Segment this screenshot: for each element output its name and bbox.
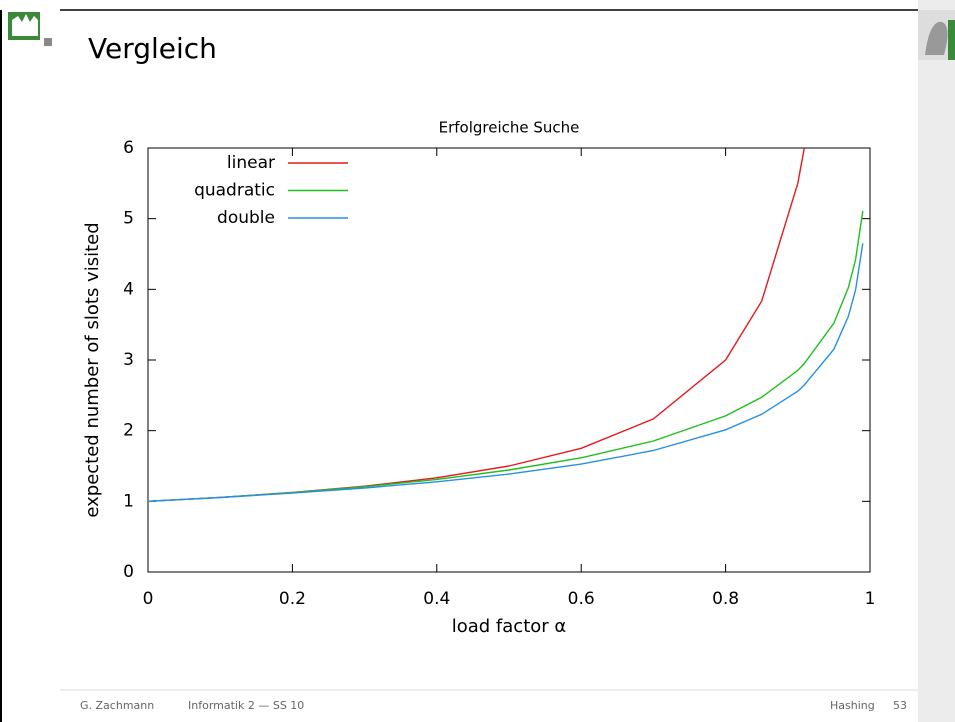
x-tick-label: 0.4	[423, 589, 450, 609]
y-tick-label: 6	[123, 138, 134, 158]
x-tick-label: 1	[865, 589, 876, 609]
legend-label: double	[217, 208, 275, 228]
y-tick-label: 0	[123, 562, 134, 582]
footer-author: G. Zachmann	[80, 699, 154, 712]
y-tick-label: 3	[123, 350, 134, 370]
slide: Vergleich Erfolgreiche Suche load factor…	[0, 0, 955, 722]
legend-label: quadratic	[194, 181, 275, 201]
logo	[8, 12, 52, 46]
x-tick-label: 0.2	[279, 589, 306, 609]
y-tick-label: 4	[123, 279, 134, 299]
y-axis-label: expected number of slots visited	[82, 222, 103, 517]
side-strip	[918, 0, 955, 722]
chart: Vergleich Erfolgreiche Suche load factor…	[0, 0, 955, 722]
statue-image	[918, 10, 955, 60]
x-axis-label: load factor α	[452, 616, 567, 637]
y-tick-label: 1	[123, 491, 134, 511]
x-tick-label: 0.6	[568, 589, 595, 609]
footer-page: 53	[893, 699, 907, 712]
data-line	[148, 211, 863, 501]
x-tick-label: 0	[143, 589, 154, 609]
footer-topic: Hashing	[830, 699, 875, 712]
data-line	[148, 243, 863, 501]
footer-course: Informatik 2 — SS 10	[188, 699, 304, 712]
chart-title: Erfolgreiche Suche	[439, 119, 580, 137]
x-tick-label: 0.8	[712, 589, 739, 609]
y-tick-label: 5	[123, 209, 134, 229]
y-tick-label: 2	[123, 421, 134, 441]
slide-title: Vergleich	[88, 32, 217, 65]
data-line	[148, 148, 804, 501]
legend-label: linear	[227, 153, 275, 173]
